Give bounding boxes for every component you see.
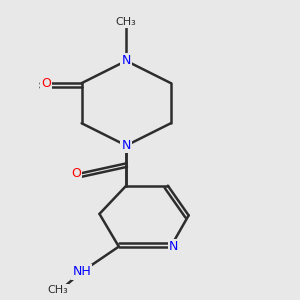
Text: O: O	[41, 76, 51, 90]
Text: O: O	[71, 167, 81, 180]
Text: N: N	[169, 240, 178, 253]
Text: CH₃: CH₃	[47, 285, 68, 295]
Text: N: N	[122, 54, 131, 67]
Text: NH: NH	[72, 266, 91, 278]
Text: N: N	[122, 139, 131, 152]
Text: CH₃: CH₃	[116, 17, 136, 27]
